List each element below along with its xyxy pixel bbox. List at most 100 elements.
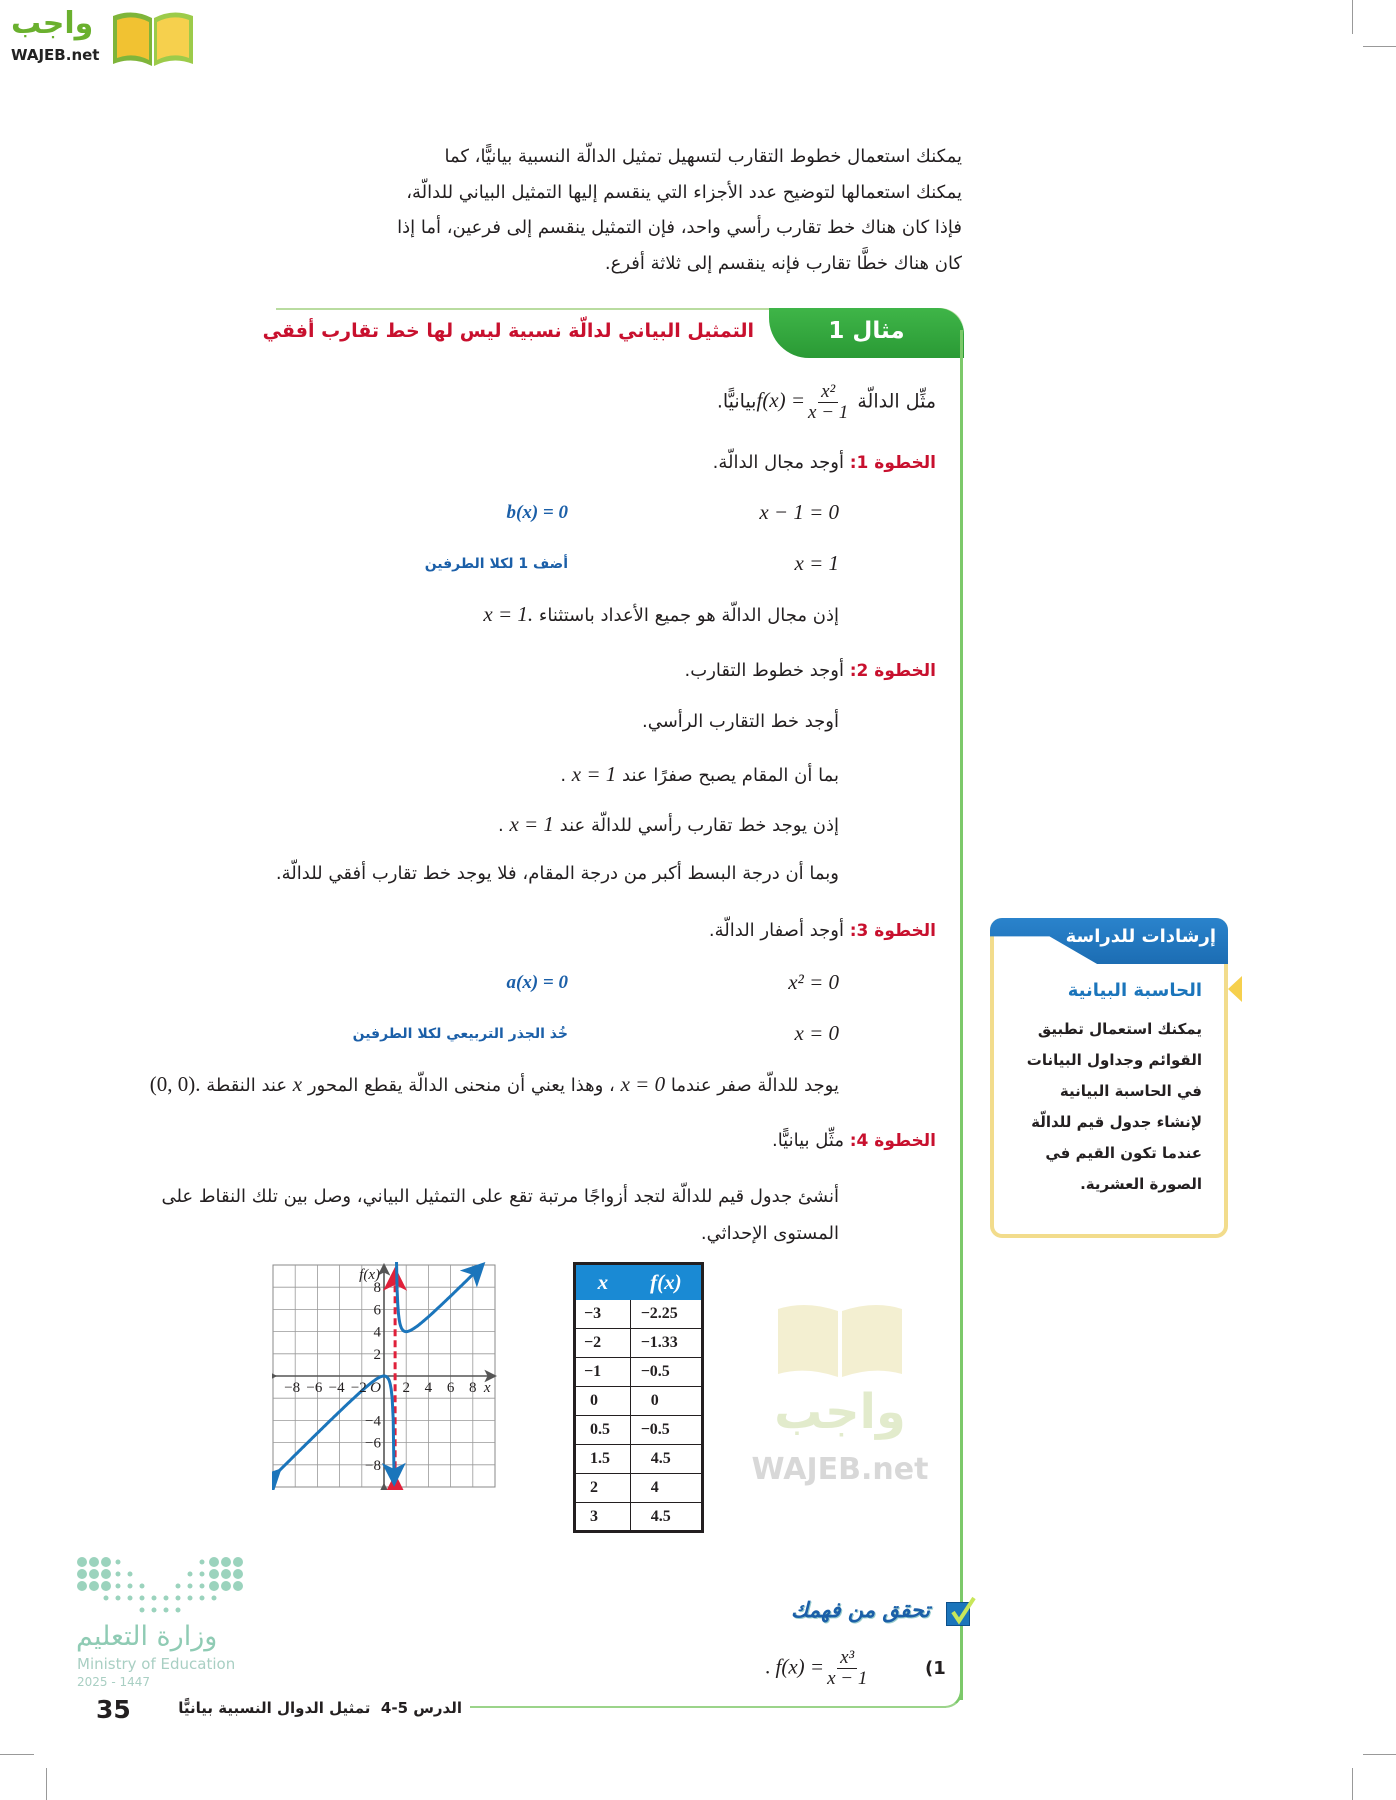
table-cell: 0.5 <box>574 1415 631 1445</box>
example-header: مثال 1 التمثيل البياني لدالّة نسبية ليس … <box>263 308 964 358</box>
function-definition: f(x) = x² x − 1 <box>756 382 851 423</box>
equation-note: a(x) = 0 <box>506 972 568 993</box>
ministry-year: 2025 - 1447 <box>77 1675 151 1689</box>
logo-dot <box>101 1581 111 1591</box>
table-cell: −3 <box>574 1299 631 1329</box>
intro-line: كان هناك خطَّا تقارب فإنه ينقسم إلى ثلاث… <box>604 253 962 274</box>
logo-dot <box>115 1583 121 1589</box>
text: . <box>560 765 567 786</box>
math: x = 0 <box>620 1072 666 1096</box>
example-frame-corner <box>930 1676 963 1708</box>
table-cell: −2 <box>574 1328 631 1358</box>
text: ، وهذا يعني أن منحنى الدالّة يقطع المحور <box>307 1075 615 1096</box>
logo-dot <box>139 1595 145 1601</box>
footer-lesson: الدرس 5-4 تمثيل الدوال النسبية بيانيًّا <box>178 1699 462 1717</box>
period: . <box>765 1654 771 1679</box>
equation: x = 0 <box>794 1021 840 1045</box>
crop-mark <box>1352 0 1353 34</box>
x-tick-label: −6 <box>306 1380 322 1396</box>
ministry-logo-dots-icon <box>77 1557 243 1613</box>
page-number: 35 <box>96 1695 131 1724</box>
table-cell: 4.5 <box>629 1502 704 1532</box>
logo-dot <box>127 1583 133 1589</box>
table-cell: 0 <box>629 1386 704 1416</box>
exercise-1: . f(x) = x³ x − 1 <box>765 1648 870 1689</box>
table-header: x <box>574 1263 631 1300</box>
step4-text: أنشئ جدول قيم للدالّة لتجد أزواجًا مرتبة… <box>161 1186 839 1244</box>
logo-dot <box>221 1569 231 1579</box>
table-cell: 0 <box>574 1386 631 1416</box>
logo-dot <box>103 1595 109 1601</box>
origin-label: O <box>370 1380 381 1396</box>
logo-dot <box>211 1595 217 1601</box>
values-table: x f(x) −3 −2.25 −2 −1.33 −1 −0.5 0 0 0.5 −0.5 1.5 4.… <box>573 1262 704 1533</box>
logo-dot <box>115 1595 121 1601</box>
math: x = 1 <box>509 812 554 836</box>
logo-dot <box>233 1557 243 1567</box>
step-label: الخطوة 4: <box>849 1131 936 1151</box>
table-cell: −0.5 <box>629 1415 704 1445</box>
table-header: f(x) <box>629 1263 704 1300</box>
table-row: −2 −1.33 <box>574 1328 704 1358</box>
example-frame-bottom <box>470 1706 946 1708</box>
y-tick-label: 2 <box>374 1347 382 1363</box>
logo-dot <box>209 1557 219 1567</box>
logo-dot <box>233 1569 243 1579</box>
logo-dot <box>233 1581 243 1591</box>
crop-mark <box>0 1754 34 1755</box>
logo-dot <box>115 1559 121 1565</box>
logo-dot <box>89 1569 99 1579</box>
step2-line: إذن يوجد خط تقارب رأسي للدالّة عند x = 1… <box>498 810 839 839</box>
equation-note: أضف 1 لكلا الطرفين <box>424 556 568 572</box>
logo-dot <box>187 1583 193 1589</box>
x-tick-label: −8 <box>284 1380 300 1396</box>
step-text: أوجد أصفار الدالّة. <box>708 920 844 941</box>
watermark-book-icon <box>778 1304 902 1377</box>
study-tips-line: لإنشاء جدول قيم للدالّة <box>1031 1113 1202 1131</box>
y-tick-label: 6 <box>374 1302 382 1318</box>
step-2: الخطوة 2: أوجد خطوط التقارب. <box>685 658 936 684</box>
table-cell: 1.5 <box>574 1444 631 1474</box>
x-tick-label: −2 <box>351 1380 367 1396</box>
equation: x² = 0 <box>788 970 839 994</box>
y-tick-label: −4 <box>365 1413 381 1429</box>
wajeb-logo[interactable]: واجب WAJEB.net <box>9 6 194 68</box>
logo-dot <box>163 1595 169 1601</box>
table-cell: 4 <box>629 1473 704 1503</box>
table-cell: 2 <box>574 1473 631 1503</box>
intro-line: يمكنك استعمالها لتوضيح عدد الأجزاء التي … <box>406 182 962 203</box>
y-tick-label: −8 <box>365 1458 381 1474</box>
logo-dot <box>77 1557 87 1567</box>
step-label: الخطوة 3: <box>849 921 936 941</box>
watermark: واجب WAJEB.net <box>735 1300 945 1500</box>
table-cell: 4.5 <box>629 1444 704 1474</box>
study-tips-line: القوائم وجداول البيانات <box>1026 1051 1202 1069</box>
step1-conclusion: إذن مجال الدالّة هو جميع الأعداد باستثنا… <box>483 600 839 629</box>
logo-dot <box>139 1583 145 1589</box>
study-tips-header: إرشادات للدراسة <box>1065 926 1216 947</box>
step2-line: بما أن المقام يصبح صفرًا عند x = 1 . <box>560 760 839 789</box>
example-frame-right <box>960 330 963 1700</box>
table-cell: 3 <box>574 1502 631 1532</box>
logo-dot <box>89 1557 99 1567</box>
crop-mark <box>46 1768 47 1800</box>
book-icon <box>113 12 193 67</box>
study-tips-title: الحاسبة البيانية <box>1067 980 1202 1001</box>
step-4: الخطوة 4: مثِّل بيانيًّا. <box>772 1128 936 1154</box>
exercise-number: (1 <box>925 1658 946 1679</box>
table-cell: −1.33 <box>629 1328 704 1358</box>
equation-note: b(x) = 0 <box>506 502 568 523</box>
step-text: مثِّل بيانيًّا. <box>771 1130 844 1151</box>
step-1: الخطوة 1: أوجد مجال الدالّة. <box>713 450 936 476</box>
numerator: x² <box>818 382 839 403</box>
study-tips-body: يمكنك استعمال تطبيق القوائم وجداول البيا… <box>1027 1014 1202 1200</box>
study-tips-line: يمكنك استعمال تطبيق <box>1037 1020 1202 1038</box>
logo-dot <box>77 1569 87 1579</box>
math: x <box>292 1072 303 1096</box>
denominator: x − 1 <box>808 401 849 423</box>
logo-dot <box>115 1571 121 1577</box>
table-row: 3 4.5 <box>574 1502 704 1532</box>
